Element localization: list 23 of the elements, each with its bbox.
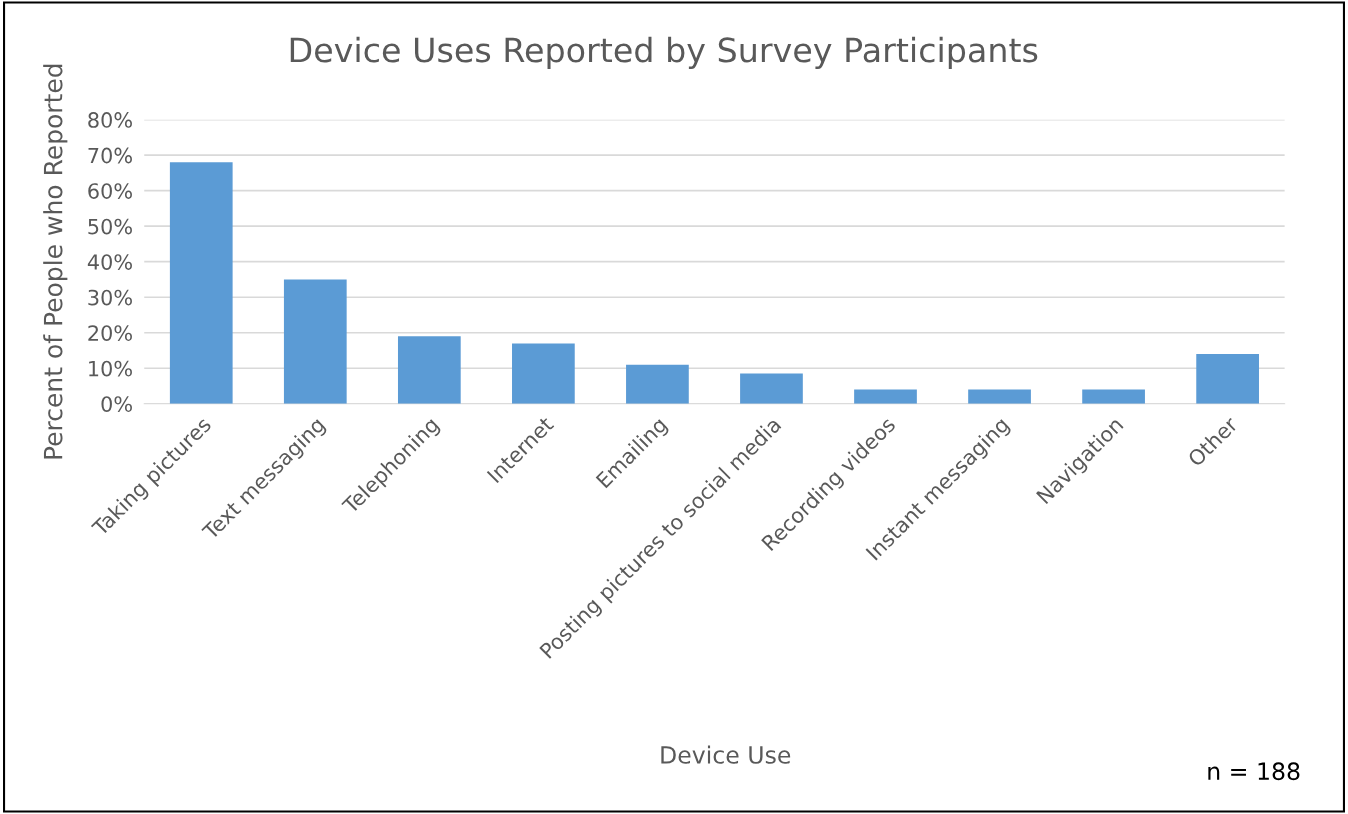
bar	[740, 373, 803, 404]
chart-title: Device Uses Reported by Survey Participants	[290, 36, 1038, 70]
y-tick-label: 30%	[88, 289, 132, 306]
bar	[512, 343, 575, 404]
y-tick-label: 20%	[88, 325, 132, 341]
bar	[854, 389, 917, 404]
bar	[1082, 389, 1145, 404]
y-tick-label: 0%	[101, 396, 132, 412]
text: n = 188	[1208, 762, 1300, 781]
bar	[397, 336, 461, 404]
bar	[283, 279, 347, 404]
x-axis-title: Device Use	[661, 745, 791, 764]
y-tick-label: 60%	[88, 183, 132, 199]
y-tick-label: 80%	[88, 112, 132, 128]
bar	[968, 389, 1031, 404]
y-tick-label: 70%	[88, 147, 132, 164]
y-tick-label: 10%	[89, 360, 132, 377]
y-tick-label: 40%	[87, 254, 132, 270]
y-tick-label: 50%	[88, 218, 132, 235]
bar	[1196, 354, 1259, 404]
bar	[169, 162, 233, 404]
bar	[626, 364, 689, 404]
y-axis-title: Percent of People who Reported	[43, 64, 68, 459]
